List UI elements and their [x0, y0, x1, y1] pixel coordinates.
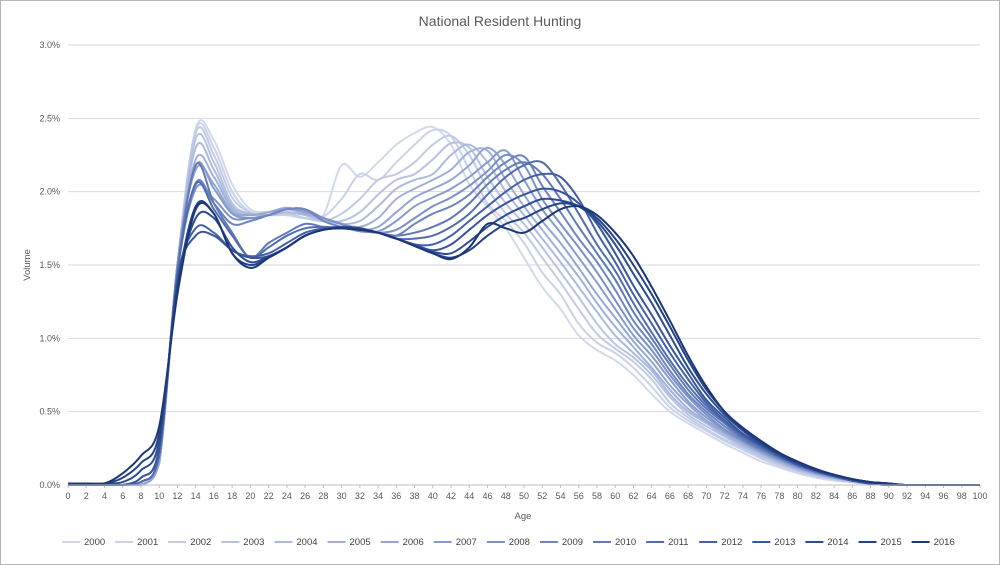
legend-label-2002: 2002 [190, 537, 211, 548]
legend: 2000 2001 2002 2003 2004 2005 2006 2007 2008 2009… [62, 537, 955, 548]
x-tick-label: 48 [501, 491, 511, 501]
y-tick-label: 2.5% [39, 113, 60, 123]
series-line-2016 [68, 201, 980, 486]
legend-label-2003: 2003 [243, 537, 264, 548]
x-tick-label: 74 [738, 491, 748, 501]
legend-label-2009: 2009 [562, 537, 583, 548]
series-line-2006 [68, 146, 980, 486]
series-line-2000 [68, 119, 980, 486]
series-line-2012 [68, 172, 980, 486]
x-tick-label: 78 [774, 491, 784, 501]
legend-label-2016: 2016 [934, 537, 955, 548]
x-tick-label: 18 [227, 491, 237, 501]
x-tick-label: 98 [957, 491, 967, 501]
series-lines [68, 119, 980, 486]
x-tick-label: 62 [628, 491, 638, 501]
x-tick-label: 26 [300, 491, 310, 501]
x-tick-label: 80 [793, 491, 803, 501]
x-tick-label: 14 [191, 491, 201, 501]
legend-label-2011: 2011 [668, 537, 688, 548]
x-tick-label: 84 [829, 491, 839, 501]
x-tick-label: 8 [138, 491, 143, 501]
x-tick-label: 88 [866, 491, 876, 501]
legend-label-2010: 2010 [615, 537, 636, 548]
x-tick-label: 70 [701, 491, 711, 501]
x-tick-label: 72 [720, 491, 730, 501]
x-tick-label: 50 [519, 491, 529, 501]
y-tick-label: 3.0% [39, 40, 60, 50]
x-tick-label: 90 [884, 491, 894, 501]
y-tick-label: 1.5% [39, 260, 60, 270]
legend-label-2007: 2007 [456, 537, 477, 548]
x-tick-label: 68 [683, 491, 693, 501]
x-tick-label: 94 [920, 491, 930, 501]
x-tick-label: 96 [939, 491, 949, 501]
x-axis-title: Age [515, 511, 532, 522]
x-tick-label: 24 [282, 491, 292, 501]
x-tick-label: 36 [391, 491, 401, 501]
x-tick-label: 10 [154, 491, 164, 501]
x-tick-label: 20 [245, 491, 255, 501]
x-tick-label: 58 [592, 491, 602, 501]
y-tick-label: 0.0% [39, 480, 60, 490]
x-tick-label: 40 [428, 491, 438, 501]
y-axis-ticks: 0.0% 0.5% 1.0% 1.5% 2.0% 2.5% 3.0% [39, 40, 60, 490]
x-tick-label: 6 [120, 491, 125, 501]
x-tick-label: 100 [972, 491, 987, 501]
x-tick-label: 60 [610, 491, 620, 501]
legend-label-2000: 2000 [84, 537, 105, 548]
y-tick-label: 2.0% [39, 187, 60, 197]
y-axis-title: Volume [22, 249, 33, 281]
legend-label-2015: 2015 [881, 537, 902, 548]
x-tick-label: 32 [355, 491, 365, 501]
legend-label-2006: 2006 [403, 537, 424, 548]
x-tick-label: 38 [410, 491, 420, 501]
x-tick-label: 46 [483, 491, 493, 501]
series-line-2005 [68, 147, 980, 486]
chart-title: National Resident Hunting [419, 13, 582, 29]
series-line-2010 [68, 161, 980, 486]
x-tick-label: 34 [373, 491, 383, 501]
x-tick-label: 82 [811, 491, 821, 501]
x-tick-label: 66 [665, 491, 675, 501]
x-tick-label: 4 [102, 491, 107, 501]
x-tick-label: 54 [555, 491, 565, 501]
x-tick-label: 22 [264, 491, 274, 501]
x-tick-label: 16 [209, 491, 219, 501]
x-tick-label: 86 [847, 491, 857, 501]
legend-label-2004: 2004 [296, 537, 317, 548]
legend-label-2005: 2005 [350, 537, 371, 548]
x-tick-label: 44 [464, 491, 474, 501]
x-axis-ticks: 0 2 4 6 8 10 12 14 16 18 20 22 24 26 28 30 32 34 36 38 40 42 4… [65, 485, 988, 501]
legend-label-2013: 2013 [774, 537, 795, 548]
y-tick-label: 1.0% [39, 333, 60, 343]
x-tick-label: 30 [337, 491, 347, 501]
x-tick-label: 12 [172, 491, 182, 501]
series-line-2011 [68, 160, 980, 486]
x-tick-label: 42 [446, 491, 456, 501]
x-tick-label: 56 [574, 491, 584, 501]
x-tick-label: 76 [756, 491, 766, 501]
x-tick-label: 64 [647, 491, 657, 501]
legend-label-2012: 2012 [721, 537, 742, 548]
series-line-2007 [68, 149, 980, 486]
grid-lines [68, 44, 980, 413]
x-tick-label: 92 [902, 491, 912, 501]
legend-label-2008: 2008 [509, 537, 530, 548]
y-tick-label: 0.5% [39, 407, 60, 417]
x-tick-label: 0 [65, 491, 70, 501]
legend-label-2001: 2001 [137, 537, 158, 548]
legend-label-2014: 2014 [827, 537, 848, 548]
x-tick-label: 28 [318, 491, 328, 501]
x-tick-label: 52 [537, 491, 547, 501]
x-tick-label: 2 [84, 491, 89, 501]
